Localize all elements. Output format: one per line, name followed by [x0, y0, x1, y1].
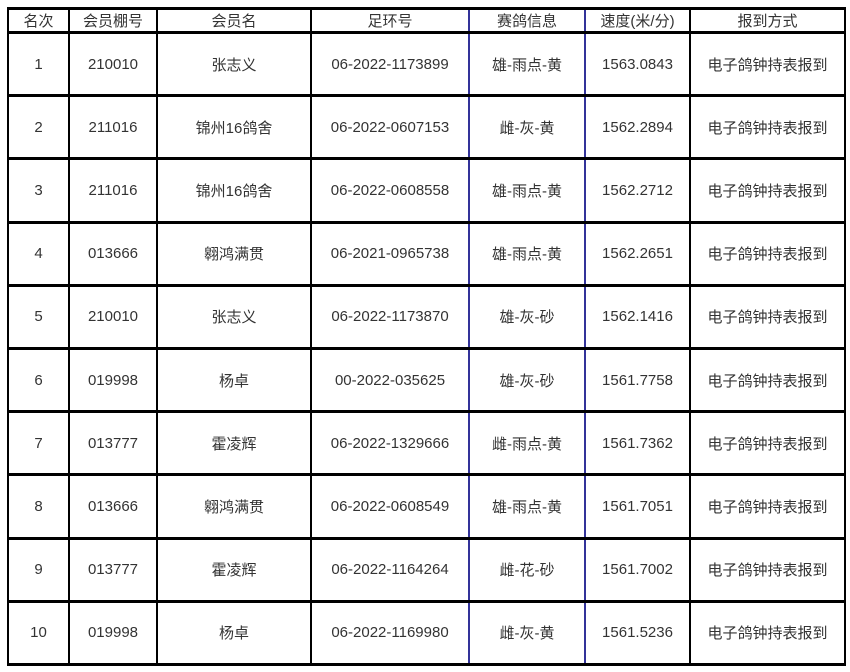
table-cell: 211016	[68, 157, 158, 224]
table-cell: 1	[7, 30, 70, 98]
table-row: 7 013777 霍凌辉 06-2022-1329666 雌-雨点-黄 1561.7362…	[7, 410, 846, 477]
table-cell: 霍凌辉	[156, 536, 312, 603]
table-cell: 013777	[68, 410, 158, 477]
table-cell: 电子鸽钟持表报到	[689, 220, 846, 287]
table-cell: 6	[7, 346, 70, 414]
table-cell: 电子鸽钟持表报到	[689, 30, 846, 98]
table-row: 9 013777 霍凌辉 06-2022-1164264 雌-花-砂 1561.7002 电…	[7, 536, 846, 603]
table-cell: 210010	[68, 283, 158, 350]
table-cell: 7	[7, 410, 70, 477]
table-row: 2 211016 锦州16鸽舍 06-2022-0607153 雌-灰-黄 1562.28…	[7, 94, 846, 161]
table-cell: 2	[7, 94, 70, 161]
table-cell: 张志义	[156, 30, 312, 98]
table-cell: 雄-雨点-黄	[468, 30, 586, 98]
table-cell: 06-2022-1169980	[310, 599, 470, 667]
table-cell: 1561.7758	[584, 346, 691, 414]
table-cell: 雄-灰-砂	[468, 346, 586, 414]
table-cell: 211016	[68, 94, 158, 161]
table-cell: 霍凌辉	[156, 410, 312, 477]
table-cell: 1562.1416	[584, 283, 691, 350]
header-cell: 会员名	[156, 7, 312, 34]
table-cell: 06-2022-1329666	[310, 410, 470, 477]
table-cell: 雌-雨点-黄	[468, 410, 586, 477]
table-row: 4 013666 翱鸿满贯 06-2021-0965738 雄-雨点-黄 1562.265…	[7, 220, 846, 287]
table-cell: 06-2021-0965738	[310, 220, 470, 287]
table-cell: 雄-灰-砂	[468, 283, 586, 350]
table-cell: 1561.5236	[584, 599, 691, 667]
table-cell: 06-2022-1173870	[310, 283, 470, 350]
table-cell: 8	[7, 473, 70, 540]
table-cell: 019998	[68, 346, 158, 414]
header-cell: 报到方式	[689, 7, 846, 34]
table-cell: 1563.0843	[584, 30, 691, 98]
table-cell: 锦州16鸽舍	[156, 157, 312, 224]
table-cell: 019998	[68, 599, 158, 667]
table-cell: 电子鸽钟持表报到	[689, 599, 846, 667]
header-cell: 会员棚号	[68, 7, 158, 34]
table-cell: 雄-雨点-黄	[468, 473, 586, 540]
table-cell: 013666	[68, 473, 158, 540]
table-cell: 雄-雨点-黄	[468, 157, 586, 224]
table-row: 5 210010 张志义 06-2022-1173870 雄-灰-砂 1562.1416 电…	[7, 283, 846, 350]
table-cell: 06-2022-1173899	[310, 30, 470, 98]
table-cell: 3	[7, 157, 70, 224]
table-row: 8 013666 翱鸿满贯 06-2022-0608549 雄-雨点-黄 1561.705…	[7, 473, 846, 540]
table-cell: 1562.2894	[584, 94, 691, 161]
table-cell: 杨卓	[156, 599, 312, 667]
header-row: 名次 会员棚号 会员名 足环号 赛鸽信息 速度(米/分) 报到方式	[7, 7, 846, 34]
table-cell: 翱鸿满贯	[156, 473, 312, 540]
table-cell: 电子鸽钟持表报到	[689, 94, 846, 161]
table-row: 10 019998 杨卓 06-2022-1169980 雌-灰-黄 1561.5236 电…	[7, 599, 846, 667]
table-cell: 锦州16鸽舍	[156, 94, 312, 161]
table-cell: 00-2022-035625	[310, 346, 470, 414]
table-cell: 1561.7002	[584, 536, 691, 603]
table-cell: 雄-雨点-黄	[468, 220, 586, 287]
race-results-table: 名次 会员棚号 会员名 足环号 赛鸽信息 速度(米/分) 报到方式 1 210010 张志义 06…	[7, 7, 846, 667]
table-cell: 电子鸽钟持表报到	[689, 410, 846, 477]
table-cell: 雌-花-砂	[468, 536, 586, 603]
header-cell: 赛鸽信息	[468, 7, 586, 34]
table-cell: 1561.7362	[584, 410, 691, 477]
table-cell: 210010	[68, 30, 158, 98]
header-cell: 名次	[7, 7, 70, 34]
table-cell: 1561.7051	[584, 473, 691, 540]
table-cell: 4	[7, 220, 70, 287]
table-cell: 013777	[68, 536, 158, 603]
table-cell: 电子鸽钟持表报到	[689, 473, 846, 540]
table-cell: 1562.2712	[584, 157, 691, 224]
table-body: 1 210010 张志义 06-2022-1173899 雄-雨点-黄 1563.0843…	[7, 30, 846, 667]
table-cell: 5	[7, 283, 70, 350]
table-row: 3 211016 锦州16鸽舍 06-2022-0608558 雄-雨点-黄 1562.2…	[7, 157, 846, 224]
table-cell: 9	[7, 536, 70, 603]
table-cell: 雌-灰-黄	[468, 599, 586, 667]
table-cell: 10	[7, 599, 70, 667]
table-cell: 06-2022-1164264	[310, 536, 470, 603]
table-row: 1 210010 张志义 06-2022-1173899 雄-雨点-黄 1563.0843…	[7, 30, 846, 98]
table-cell: 06-2022-0608549	[310, 473, 470, 540]
table-cell: 电子鸽钟持表报到	[689, 283, 846, 350]
table-cell: 1562.2651	[584, 220, 691, 287]
table-cell: 电子鸽钟持表报到	[689, 157, 846, 224]
table-cell: 雌-灰-黄	[468, 94, 586, 161]
table-cell: 06-2022-0608558	[310, 157, 470, 224]
table-cell: 013666	[68, 220, 158, 287]
table-cell: 电子鸽钟持表报到	[689, 346, 846, 414]
table-row: 6 019998 杨卓 00-2022-035625 雄-灰-砂 1561.7758 电子鸽…	[7, 346, 846, 414]
table-cell: 张志义	[156, 283, 312, 350]
table-cell: 杨卓	[156, 346, 312, 414]
header-cell: 足环号	[310, 7, 470, 34]
table-cell: 电子鸽钟持表报到	[689, 536, 846, 603]
header-cell: 速度(米/分)	[584, 7, 691, 34]
table-cell: 翱鸿满贯	[156, 220, 312, 287]
table-cell: 06-2022-0607153	[310, 94, 470, 161]
